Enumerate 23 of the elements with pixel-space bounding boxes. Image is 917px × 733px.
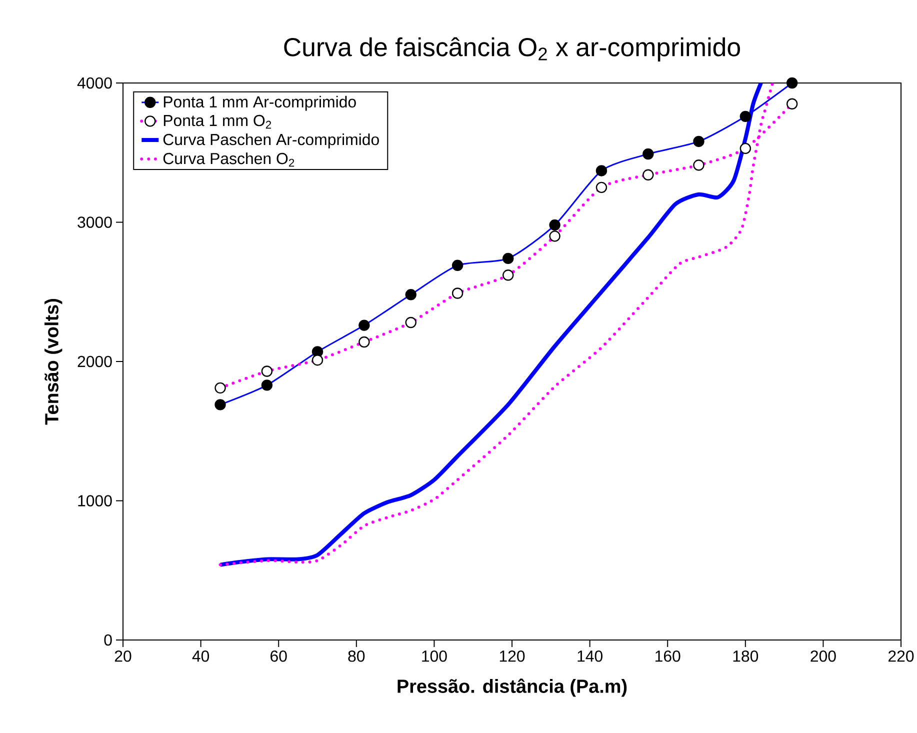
x-tick-label: 120 — [500, 650, 525, 662]
x-tick-label: 100 — [422, 650, 447, 662]
x-tick-label: 80 — [348, 650, 365, 662]
x-tick-label: 20 — [114, 650, 132, 662]
legend-label: Ponta 1 mm Ar-comprimido — [164, 96, 356, 111]
x-tick-label: 60 — [270, 650, 287, 662]
x-tick-label: 220 — [888, 650, 914, 662]
x-tick-label: 180 — [733, 650, 758, 662]
x-axis-title: Pressão. distância (Pa.m) — [398, 678, 627, 697]
y-axis-title: Tensão (volts) — [44, 298, 62, 425]
legend-label: Ponta 1 mm O$_{2}$ — [164, 114, 272, 129]
y-tick-label: 3000 — [78, 216, 112, 228]
legend-label: Curva Paschen Ar-comprimido — [163, 133, 379, 148]
legend-label: Curva Paschen O$_{2}$ — [163, 152, 294, 167]
x-tick-label: 140 — [578, 650, 602, 662]
x-tick-label: 200 — [810, 650, 836, 662]
y-tick-label: 1000 — [78, 495, 112, 506]
y-tick-label: 0 — [104, 634, 112, 646]
x-tick-label: 40 — [192, 650, 210, 662]
y-tick-label: 4000 — [77, 77, 112, 89]
y-tick-label: 2000 — [78, 356, 112, 368]
x-tick-label: 160 — [656, 650, 680, 662]
chart-title: Curva de faiscância O$_{2}$ x ar-comprimido — [284, 37, 740, 62]
